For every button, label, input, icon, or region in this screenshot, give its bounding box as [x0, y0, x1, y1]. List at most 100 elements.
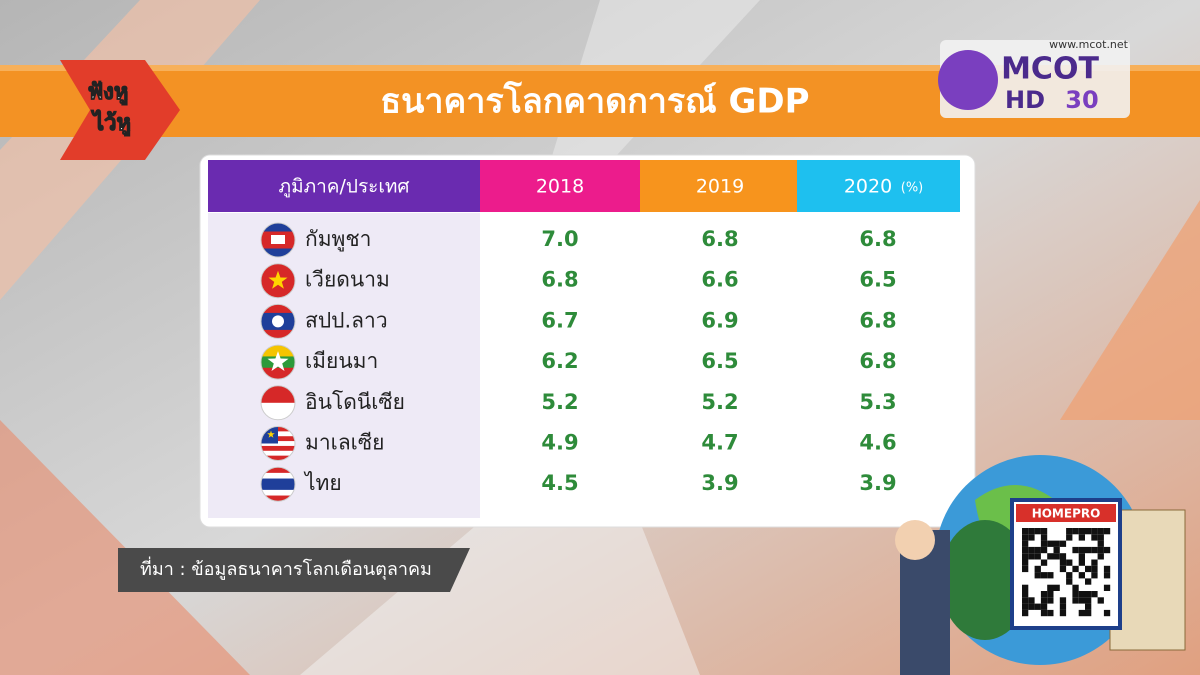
qr-module: [1059, 559, 1067, 566]
qr-label-bg: [1016, 504, 1116, 522]
flag-stripe: [261, 472, 295, 480]
decor: [0, 420, 250, 675]
flag-stripe: [261, 367, 295, 380]
qr-module: [1022, 597, 1029, 604]
flag-stripe: [261, 304, 295, 314]
table-row: สปป.ลาว 6.7 6.9 6.8: [260, 303, 897, 339]
qr-module: [1097, 553, 1104, 560]
bank-building: [1109, 509, 1186, 651]
qr-module: [1059, 609, 1067, 617]
qr-module: [1028, 597, 1035, 604]
header-cell: [480, 160, 640, 212]
column-header: 2019: [696, 176, 744, 198]
country: กัมพูชา: [305, 227, 371, 252]
source: ที่มา : ข้อมูลธนาคารโลกเดือนตุลาคม: [140, 556, 432, 580]
flag-stripe: [261, 248, 295, 257]
qr-module: [1022, 559, 1029, 566]
qr-module: [1022, 603, 1029, 610]
decor: [1060, 200, 1200, 420]
qr-module: [1047, 540, 1054, 547]
country: สปป.ลาว: [305, 308, 388, 332]
qr-module: [1072, 597, 1079, 604]
qr-module: [1091, 572, 1098, 579]
country: เมียนมา: [305, 349, 378, 373]
flag-stripe: [261, 455, 295, 461]
gdp-value: 6.8: [541, 268, 578, 292]
gdp-value: 6.6: [701, 268, 738, 292]
qr-module: [1078, 609, 1085, 617]
qr-module: [1040, 609, 1048, 617]
qr-module: [1085, 546, 1092, 554]
gdp-value: 6.5: [701, 349, 738, 373]
flag: [261, 345, 295, 380]
qr-module: [1022, 553, 1029, 560]
flag: [261, 467, 295, 502]
qr-module: [1047, 591, 1054, 598]
channel-hd: HD: [1005, 86, 1045, 114]
qr-module: [1072, 528, 1079, 535]
flag-stripe: [261, 450, 295, 457]
flag: [261, 263, 295, 298]
qr-module: [1040, 534, 1048, 541]
flag: [261, 304, 295, 339]
qr-label: HOMEPRO: [1032, 507, 1101, 521]
qr-module: [1072, 565, 1079, 573]
qr-module: [1059, 565, 1067, 573]
gdp-value: 3.9: [859, 471, 896, 495]
flag-ring: [260, 466, 296, 502]
qr-module: [1097, 528, 1104, 535]
qr-module: [1053, 584, 1060, 591]
qr-module: [1022, 584, 1029, 591]
table-row: มาเลเซีย 4.9 4.7 4.6: [260, 426, 897, 461]
flag-stripe: [261, 489, 295, 497]
qr-module: [1040, 603, 1048, 610]
qr-module: [1078, 591, 1085, 598]
flag: [261, 385, 295, 420]
channel-name: MCOT: [1001, 52, 1099, 87]
illustration: HOMEPRO: [895, 455, 1186, 675]
flag-stripe: [261, 478, 295, 491]
qr-module: [1034, 528, 1041, 535]
country: มาเลเซีย: [305, 431, 384, 455]
flag-stripe: [261, 402, 295, 420]
qr-module: [1022, 591, 1029, 598]
flag-disc: [272, 315, 284, 328]
qr-module: [1091, 565, 1098, 573]
header-cell: [208, 160, 480, 212]
channel-number: 30: [1065, 86, 1098, 114]
qr-module: [1066, 578, 1073, 585]
qr-module: [1097, 534, 1104, 541]
qr-module: [1040, 559, 1048, 566]
qr-module: [1047, 553, 1054, 560]
gdp-value: 6.8: [859, 349, 896, 373]
qr-module: [1022, 540, 1029, 547]
flag-ring: [260, 222, 296, 258]
flag-stripe: [261, 385, 295, 404]
qr-module: [1066, 534, 1073, 541]
qr-module: [1040, 546, 1048, 554]
qr-module: [1022, 565, 1029, 573]
qr-module: [1103, 572, 1111, 579]
money-bag: [940, 520, 1030, 640]
qr-module: [1072, 584, 1079, 591]
column-header: ภูมิภาค/ประเทศ: [279, 176, 410, 198]
qr-module: [1022, 609, 1029, 617]
qr-module: [1085, 591, 1092, 598]
show-logo: ไว้หู: [91, 109, 131, 137]
qr-module: [1059, 553, 1067, 560]
qr-module: [1040, 540, 1048, 547]
qr-module: [1072, 591, 1079, 598]
gdp-value: 6.5: [859, 268, 896, 292]
qr-module: [1066, 528, 1073, 535]
qr-module: [1085, 565, 1092, 573]
qr-module: [1034, 546, 1041, 554]
flag-star: [267, 430, 275, 438]
gdp-value: 5.2: [541, 390, 578, 414]
channel-globe: [938, 50, 998, 110]
qr-module: [1103, 528, 1111, 535]
qr-module: [1085, 528, 1092, 535]
character-head: [895, 520, 935, 560]
qr-module: [1040, 597, 1048, 604]
table-row: เมียนมา 6.2 6.5 6.8: [260, 344, 897, 380]
